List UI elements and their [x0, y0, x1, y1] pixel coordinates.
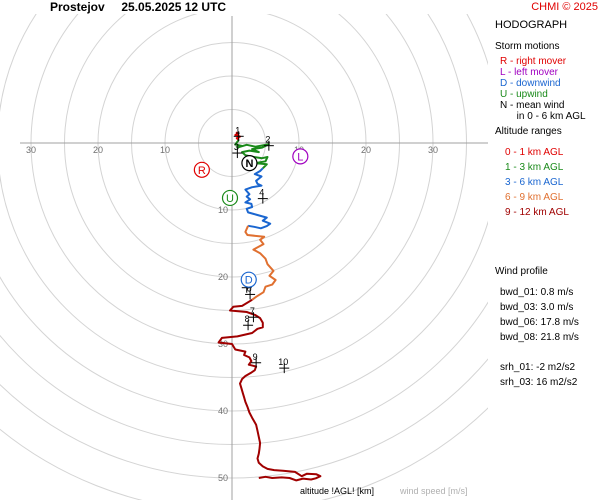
- altitude-range-legend-item: 0 - 1 km AGL: [505, 147, 564, 158]
- y-tick-label: 20: [218, 272, 228, 282]
- storm-motion-marker: [221, 189, 239, 207]
- wind-speed-unit-label: wind speed [m/s]: [400, 486, 468, 496]
- km-marker-label: 7: [250, 306, 255, 316]
- wind-profile-item: srh_01: -2 m2/s2: [500, 362, 576, 373]
- hodograph-trace: [244, 167, 272, 230]
- altitude-range-legend-item: 6 - 9 km AGL: [505, 192, 564, 203]
- wind-profile-item: bwd_01: 0.8 m/s: [500, 287, 574, 298]
- storm-motion-legend-item: D - downwind: [500, 78, 561, 89]
- storm-motion-marker: [240, 271, 257, 288]
- x-tick-label: 20: [93, 145, 103, 155]
- chart-header: Prostejov 25.05.2025 12 UTC: [50, 0, 226, 14]
- y-tick-label: 30: [218, 339, 228, 349]
- storm-motions-list: R - right mover L - left mover D - downwin…: [500, 56, 586, 122]
- sounding-datetime: 25.05.2025 12 UTC: [121, 0, 227, 14]
- storm-motion-marker: [292, 148, 309, 165]
- storm-motion-legend-item: L - left mover: [500, 67, 558, 78]
- altitude-range-legend-item: 3 - 6 km AGL: [505, 177, 564, 188]
- storm-motion-label: D: [245, 275, 253, 287]
- speed-ring: [0, 14, 467, 378]
- x-tick-label: 10: [160, 145, 170, 155]
- wind-profile-list: bwd_01: 0.8 m/s bwd_03: 3.0 m/s bwd_06: 17…: [500, 285, 579, 390]
- altitude-range-legend-item: 1 - 3 km AGL: [505, 162, 564, 173]
- km-marker-label: 9: [253, 352, 258, 362]
- storm-motion-marker: [241, 155, 258, 172]
- storm-motions-title: Storm motions: [495, 41, 560, 52]
- y-tick-label: 40: [218, 406, 228, 416]
- speed-ring: [0, 14, 488, 412]
- y-tick-label: 10: [218, 205, 228, 215]
- altitude-range-legend-item: 9 - 12 km AGL: [505, 207, 569, 218]
- x-tick-label: 30: [26, 145, 36, 155]
- legend-title: HODOGRAPH: [495, 19, 568, 31]
- storm-motion-label: R: [198, 165, 206, 177]
- hodograph-trace: [234, 139, 270, 170]
- x-tick-label: 30: [428, 145, 438, 155]
- km-marker-label: 1: [235, 125, 240, 135]
- hodograph-trace: [244, 225, 277, 301]
- km-marker-label: 8: [245, 314, 250, 324]
- wind-profile-item: bwd_06: 17.8 m/s: [500, 317, 579, 328]
- y-tick-label: 50: [218, 473, 228, 483]
- wind-profile-title: Wind profile: [495, 266, 548, 277]
- wind-profile-item: [500, 345, 579, 360]
- wind-profile-item: bwd_08: 21.8 m/s: [500, 332, 579, 343]
- hodograph-trace: [217, 298, 322, 482]
- km-marker-label: 6: [247, 283, 252, 293]
- wind-profile-item: srh_03: 16 m2/s2: [500, 377, 578, 388]
- storm-motion-legend-item: N - mean wind: [500, 100, 565, 111]
- altitude-ranges-title: Altitude ranges: [495, 126, 562, 137]
- km-marker-label: 10: [278, 357, 288, 367]
- storm-motion-label: L: [297, 151, 303, 163]
- storm-motion-legend-item: R - right mover: [500, 56, 567, 67]
- x-tick-label: 20: [361, 145, 371, 155]
- storm-motion-label: U: [226, 193, 234, 205]
- km-marker-label: 2: [265, 135, 270, 145]
- credit-text: CHMI © 2025: [531, 1, 598, 13]
- km-marker-label: 3: [234, 142, 239, 152]
- storm-motion-marker: [193, 161, 210, 178]
- storm-motion-legend-item: U - upwind: [500, 89, 548, 100]
- storm-motion-legend-item: in 0 - 6 km AGL: [500, 111, 586, 122]
- storm-motion-label: N: [245, 158, 253, 170]
- wind-profile-item: bwd_03: 3.0 m/s: [500, 302, 574, 313]
- altitude-unit-label: altitude !AGL! [km]: [300, 486, 375, 496]
- altitude-ranges-list: 0 - 1 km AGL 1 - 3 km AGL 3 - 6 km AGL 6 - …: [505, 145, 569, 220]
- station-name: Prostejov: [50, 0, 105, 14]
- km-marker-label: 4: [259, 188, 264, 198]
